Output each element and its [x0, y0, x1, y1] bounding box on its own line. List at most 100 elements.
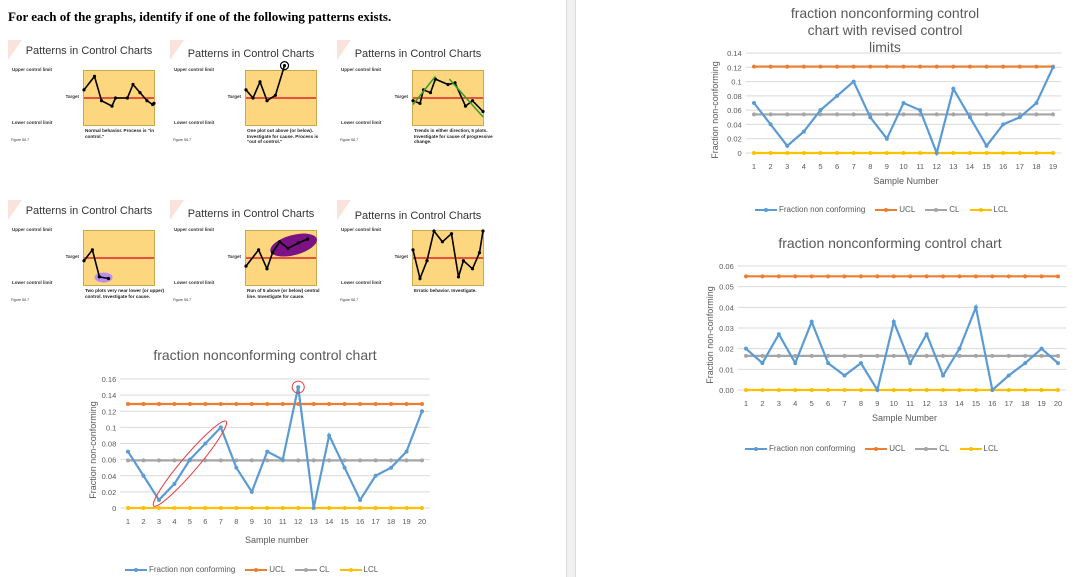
pattern-point — [418, 101, 422, 105]
data-point — [826, 353, 831, 358]
data-point — [172, 401, 177, 406]
data-point — [203, 441, 208, 446]
target-label: Target — [65, 94, 79, 99]
data-point — [875, 388, 880, 392]
data-point — [851, 64, 856, 69]
legend-swatch — [925, 207, 948, 212]
data-point — [891, 388, 896, 392]
y-tick-label: 0 — [738, 149, 742, 158]
x-tick-label: 17 — [1005, 399, 1013, 408]
legend-label: CL — [319, 565, 330, 574]
y-tick-label: 0.02 — [102, 488, 117, 497]
legend-item: UCL — [875, 205, 915, 214]
data-point — [785, 151, 790, 155]
legend-swatch — [865, 446, 888, 451]
chart-title: fraction nonconforming control chart — [153, 347, 377, 363]
pattern-slide: Patterns in Control Charts Upper control … — [337, 200, 499, 340]
data-point — [826, 274, 831, 279]
data-point — [234, 465, 239, 470]
data-point — [868, 115, 873, 120]
data-point — [809, 319, 814, 324]
data-point — [851, 151, 856, 155]
y-tick-label: 0.01 — [719, 365, 734, 374]
data-point — [818, 112, 823, 117]
y-tick-label: 0.04 — [719, 303, 734, 312]
data-point — [1001, 122, 1006, 127]
chart-legend: Fraction non conforming UCL CL LCL — [755, 205, 1008, 214]
figure-caption: Figure S6.7 — [11, 138, 30, 142]
pattern-point — [145, 99, 149, 103]
y-tick-label: 0.14 — [727, 49, 742, 58]
pattern-line — [412, 78, 484, 113]
y-tick-label: 0.12 — [102, 407, 117, 416]
pattern-point — [138, 91, 142, 95]
data-point — [941, 388, 946, 392]
data-point — [967, 151, 972, 155]
trend-arrow — [448, 78, 484, 118]
pattern-point — [257, 248, 261, 252]
data-point — [404, 458, 409, 463]
x-tick-label: 4 — [802, 162, 806, 171]
data-point — [187, 506, 192, 510]
pattern-sketch — [244, 61, 316, 103]
x-tick-label: 15 — [972, 399, 980, 408]
pattern-point — [131, 82, 135, 87]
data-point — [891, 274, 896, 279]
data-point — [835, 112, 840, 117]
legend-swatch — [959, 446, 982, 451]
pattern-point — [449, 232, 454, 236]
data-point — [858, 388, 863, 392]
pattern-point — [296, 241, 301, 245]
data-point — [973, 305, 978, 310]
x-tick-label: 16 — [988, 399, 996, 408]
y-tick-label: 0.12 — [727, 63, 742, 72]
pattern-point — [265, 99, 269, 103]
data-point — [801, 129, 806, 134]
figure-caption: Figure S6.7 — [173, 298, 192, 302]
legend-label: CL — [949, 205, 960, 214]
data-point — [296, 458, 301, 463]
x-tick-label: 12 — [294, 517, 302, 526]
data-point — [951, 112, 956, 117]
data-point — [1051, 65, 1055, 70]
slide-title: Patterns in Control Charts — [187, 48, 315, 60]
data-point — [973, 274, 978, 279]
pattern-point — [97, 275, 101, 279]
y-tick-label: 0.06 — [719, 262, 734, 271]
ucl-label: Upper control limit — [12, 67, 53, 72]
x-tick-label: 4 — [172, 517, 176, 526]
data-point — [785, 143, 790, 148]
ucl-label: Upper control limit — [341, 67, 382, 72]
x-tick-label: 2 — [141, 517, 145, 526]
data-point — [957, 274, 962, 279]
legend-label: LCL — [993, 205, 1009, 214]
pattern-plot-area — [244, 61, 317, 126]
legend-label: UCL — [269, 565, 286, 574]
x-tick-label: 11 — [916, 162, 924, 171]
chart-legend: Fraction non conforming UCL CL LCL — [745, 444, 998, 453]
data-point — [141, 401, 146, 406]
data-point — [918, 64, 923, 69]
x-axis-label: Sample Number — [872, 413, 938, 423]
data-point — [1056, 388, 1060, 392]
data-point — [951, 64, 956, 69]
pattern-point — [411, 248, 415, 252]
pattern-point — [125, 96, 129, 100]
x-tick-label: 3 — [785, 162, 789, 171]
data-point — [1001, 151, 1006, 155]
data-point — [818, 64, 823, 69]
data-point — [957, 353, 962, 358]
outlier-annotation-circle — [291, 380, 305, 394]
pattern-point — [258, 80, 262, 84]
pattern-point — [411, 99, 415, 103]
pattern-plot-area — [82, 230, 155, 286]
x-tick-label: 11 — [279, 517, 287, 526]
data-point — [768, 112, 773, 117]
data-point — [990, 353, 995, 358]
data-point — [760, 274, 765, 279]
pattern-sketch — [82, 74, 156, 108]
x-tick-label: 14 — [325, 517, 333, 526]
trend-annotation-ellipse — [152, 420, 228, 507]
